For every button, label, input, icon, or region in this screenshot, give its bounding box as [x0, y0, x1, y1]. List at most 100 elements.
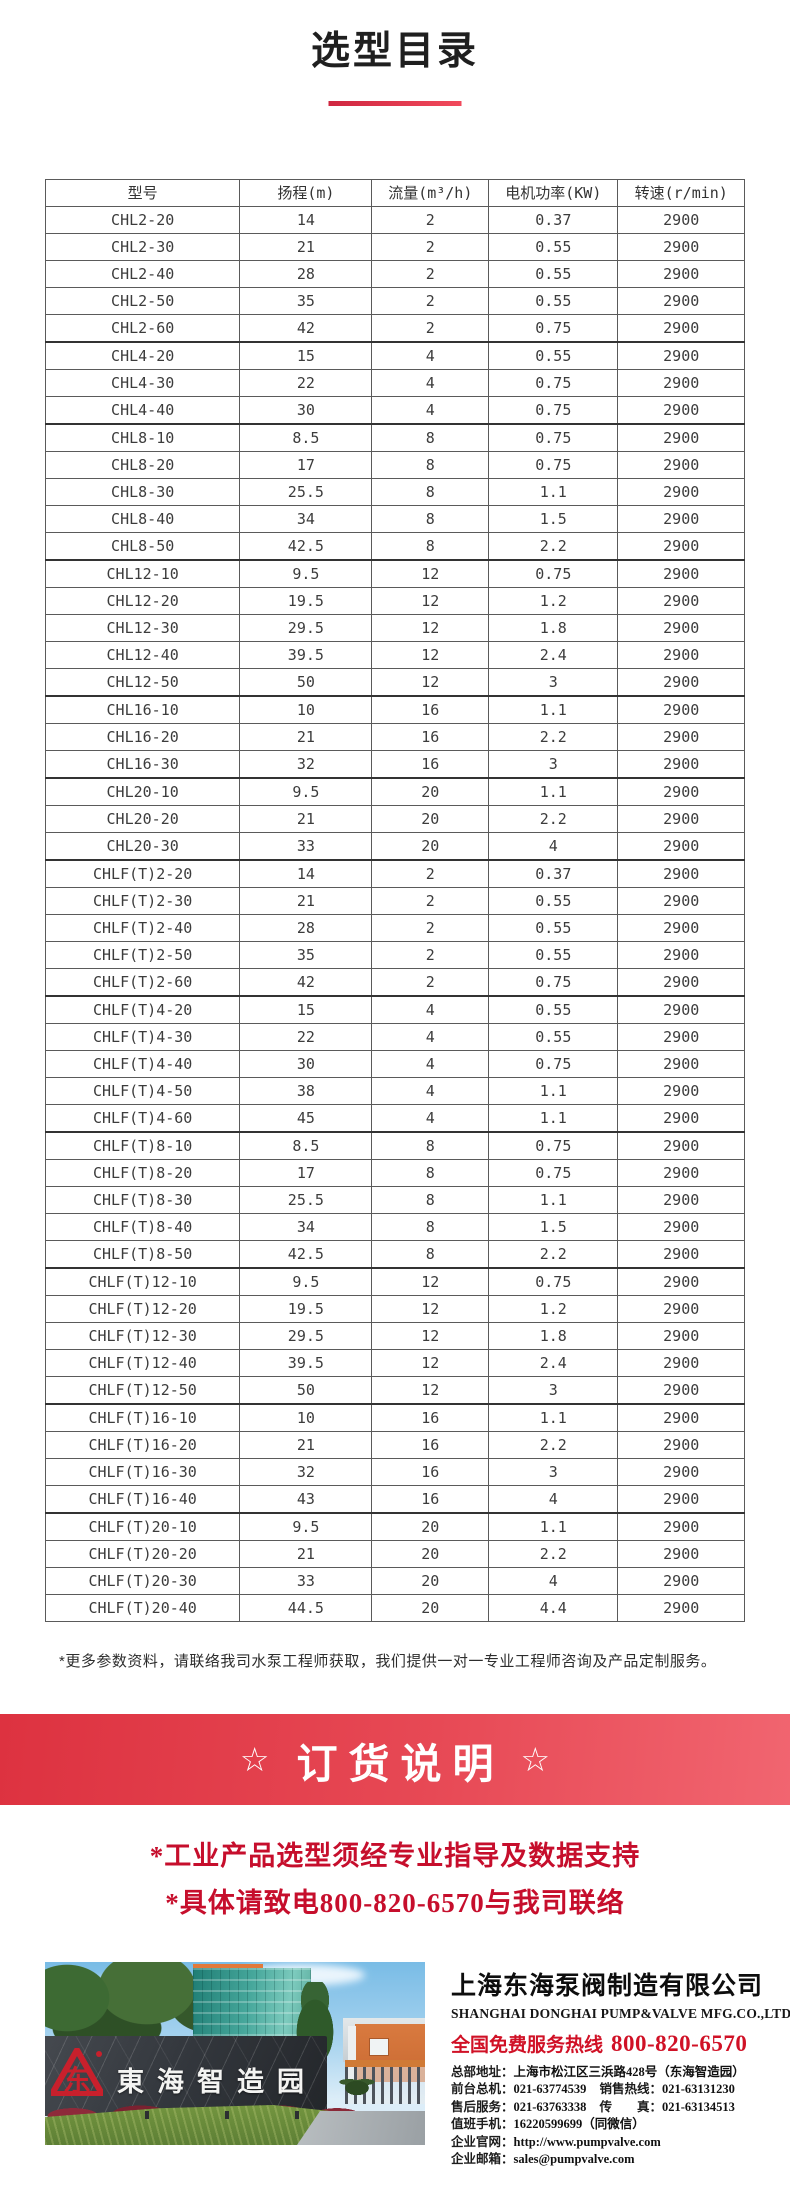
order-note-line: *具体请致电800-820-6570与我司联络: [165, 1888, 625, 1918]
table-row: CHLF(T)2-20 14 2 0.37 2900: [44, 859, 745, 888]
table-row: CHLF(T)12-40 39.5 12 2.4 2900: [44, 1349, 745, 1377]
contact-row: 值班手机：16220599699（同微信）: [451, 2116, 761, 2133]
lawn-lamp: [225, 2111, 229, 2119]
contact-value: 上海市松江区三浜路428号（东海智造园）: [513, 2065, 745, 2079]
table-row: CHLF(T)12-50 50 12 3 2900: [44, 1376, 745, 1405]
contact-row: 前台总机：021-63774539 销售热线：021-63131230: [451, 2081, 761, 2098]
table-row: CHL8-50 42.5 8 2.2 2900: [44, 532, 745, 561]
wall-sign-text: 東海智造园: [117, 2067, 317, 2097]
table-row: CHL16-30 32 16 3 2900: [44, 750, 745, 779]
table-row: CHLF(T)12-20 19.5 12 1.2 2900: [44, 1295, 745, 1323]
table-row: CHLF(T)8-20 17 8 0.75 2900: [44, 1159, 745, 1187]
contact-label: 值班手机：: [451, 2117, 514, 2132]
table-row: CHL2-40 28 2 0.55 2900: [44, 260, 745, 288]
contact-value: 021-63134513: [661, 2099, 735, 2114]
table-row: CHLF(T)2-30 21 2 0.55 2900: [44, 887, 745, 915]
table-row: CHLF(T)16-10 10 16 1.1 2900: [44, 1403, 745, 1432]
lawn-lamp: [145, 2111, 149, 2119]
contact-label: 企业邮箱：: [451, 2152, 514, 2167]
table-row: CHL8-10 8.5 8 0.75 2900: [44, 423, 745, 452]
table-row: CHL16-10 10 16 1.1 2900: [44, 695, 745, 724]
pavement: [297, 2111, 425, 2145]
website-link[interactable]: http://www.pumpvalve.com: [513, 2134, 661, 2149]
table-row: CHLF(T)8-50 42.5 8 2.2 2900: [44, 1240, 745, 1269]
table-row: CHL12-20 19.5 12 1.2 2900: [44, 587, 745, 615]
table-row: CHLF(T)8-40 34 8 1.5 2900: [44, 1213, 745, 1241]
lawn-lamp: [295, 2111, 299, 2119]
email-link[interactable]: sales@pumpvalve.com: [513, 2152, 635, 2167]
contact-row: 售后服务：021-63763338 传 真：021-63134513: [451, 2099, 761, 2116]
table-row: CHLF(T)20-20 21 20 2.2 2900: [44, 1540, 745, 1568]
table-row: CHLF(T)4-50 38 4 1.1 2900: [44, 1077, 745, 1105]
page-title: 选型目录: [310, 30, 479, 73]
order-note-line: *工业产品选型须经专业指导及数据支持: [149, 1841, 641, 1871]
table-row: CHLF(T)8-10 8.5 8 0.75 2900: [44, 1131, 745, 1160]
table-row: CHL4-20 15 4 0.55 2900: [44, 341, 745, 370]
table-row: CHL20-20 21 20 2.2 2900: [44, 805, 745, 833]
contact-row: 总部地址：上海市松江区三浜路428号（东海智造园）: [451, 2064, 761, 2081]
order-banner-title: 订货说明: [296, 1740, 505, 1787]
contact-list: 总部地址：上海市松江区三浜路428号（东海智造园） 前台总机：021-637745…: [451, 2064, 761, 2168]
company-info: 上海东海泵阀制造有限公司 SHANGHAI DONGHAI PUMP&VALVE…: [451, 1962, 790, 2168]
table-row: CHL8-30 25.5 8 1.1 2900: [44, 478, 745, 506]
company-name-cn: 上海东海泵阀制造有限公司: [451, 1972, 764, 2000]
table-row: CHL12-40 39.5 12 2.4 2900: [44, 641, 745, 669]
sign-wall: 东 東海智造园: [45, 2036, 327, 2116]
table-row: CHLF(T)2-60 42 2 0.75 2900: [44, 968, 745, 997]
palm-plant: [339, 2074, 375, 2100]
contact-label: 销售热线：: [599, 2082, 662, 2097]
table-row: CHL2-20 14 2 0.37 2900: [44, 206, 745, 234]
table-row: CHL20-10 9.5 20 1.1 2900: [44, 777, 745, 806]
contact-value: 021-63774539: [513, 2082, 587, 2097]
table-row: CHLF(T)4-60 45 4 1.1 2900: [44, 1104, 745, 1133]
table-row: CHL20-30 33 20 4 2900: [44, 832, 745, 861]
table-footnote: *更多参数资料，请联络我司水泵工程师获取，我们提供一对一专业工程师咨询及产品定制…: [59, 1653, 717, 1670]
table-row: CHLF(T)4-20 15 4 0.55 2900: [44, 995, 745, 1024]
table-row: CHLF(T)4-40 30 4 0.75 2900: [44, 1050, 745, 1078]
table-row: CHLF(T)12-10 9.5 12 0.75 2900: [44, 1267, 745, 1296]
table-row: CHLF(T)16-20 21 16 2.2 2900: [44, 1431, 745, 1459]
company-logo-icon: 东: [51, 2048, 103, 2096]
column-header: 电机功率(KW): [488, 179, 619, 207]
contact-label: 企业官网：: [451, 2134, 514, 2149]
company-photo: 东 東海智造园: [45, 1962, 425, 2145]
table-row: CHLF(T)2-40 28 2 0.55 2900: [44, 914, 745, 942]
contact-value: 16220599699（同微信）: [513, 2117, 645, 2132]
star-icon: ☆: [520, 1741, 551, 1778]
contact-row: 企业官网：http://www.pumpvalve.com: [451, 2134, 761, 2151]
company-section: 东 東海智造园 上海东海泵阀制造有限公司 SHANGHAI DONGHAI PU…: [45, 1962, 790, 2168]
table-row: CHLF(T)4-30 22 4 0.55 2900: [44, 1023, 745, 1051]
contact-value: 021-63763338: [513, 2099, 587, 2114]
table-header-row: 型号 扬程(m) 流量(m³/h) 电机功率(KW) 转速(r/min): [44, 179, 745, 207]
contact-label: 总部地址：: [451, 2065, 514, 2079]
table-row: CHLF(T)20-40 44.5 20 4.4 2900: [44, 1594, 745, 1622]
table-row: CHL2-30 21 2 0.55 2900: [44, 233, 745, 261]
table-row: CHL12-30 29.5 12 1.8 2900: [44, 614, 745, 642]
contact-value: 021-63131230: [661, 2082, 735, 2097]
table-row: CHL8-40 34 8 1.5 2900: [44, 505, 745, 533]
contact-label: 售后服务：: [451, 2099, 514, 2114]
contact-row: 企业邮箱：sales@pumpvalve.com: [451, 2151, 761, 2168]
title-underline-bar: [328, 101, 462, 106]
table-row: CHL12-10 9.5 12 0.75 2900: [44, 559, 745, 588]
column-header: 型号: [44, 179, 241, 207]
contact-label: 传 真：: [599, 2099, 662, 2114]
column-header: 扬程(m): [239, 179, 373, 207]
table-row: CHL8-20 17 8 0.75 2900: [44, 451, 745, 479]
contact-label: 前台总机：: [451, 2082, 514, 2097]
order-info-banner: ☆ 订货说明 ☆: [0, 1714, 790, 1805]
service-hotline: 全国免费服务热线 800-820-6570: [451, 2030, 761, 2057]
hotline-number[interactable]: 800-820-6570: [611, 2031, 748, 2056]
table-row: CHLF(T)12-30 29.5 12 1.8 2900: [44, 1322, 745, 1350]
table-row: CHL4-30 22 4 0.75 2900: [44, 369, 745, 397]
order-notes: *工业产品选型须经专业指导及数据支持 *具体请致电800-820-6570与我司…: [0, 1833, 790, 1927]
table-row: CHLF(T)16-30 32 16 3 2900: [44, 1458, 745, 1486]
table-row: CHL2-60 42 2 0.75 2900: [44, 314, 745, 343]
table-row: CHLF(T)8-30 25.5 8 1.1 2900: [44, 1186, 745, 1214]
column-header: 转速(r/min): [617, 179, 745, 207]
table-row: CHL12-50 50 12 3 2900: [44, 668, 745, 697]
table-row: CHL2-50 35 2 0.55 2900: [44, 287, 745, 315]
hotline-label: 全国免费服务热线: [451, 2035, 604, 2056]
svg-text:东: 东: [63, 2064, 91, 2096]
column-header: 流量(m³/h): [371, 179, 490, 207]
